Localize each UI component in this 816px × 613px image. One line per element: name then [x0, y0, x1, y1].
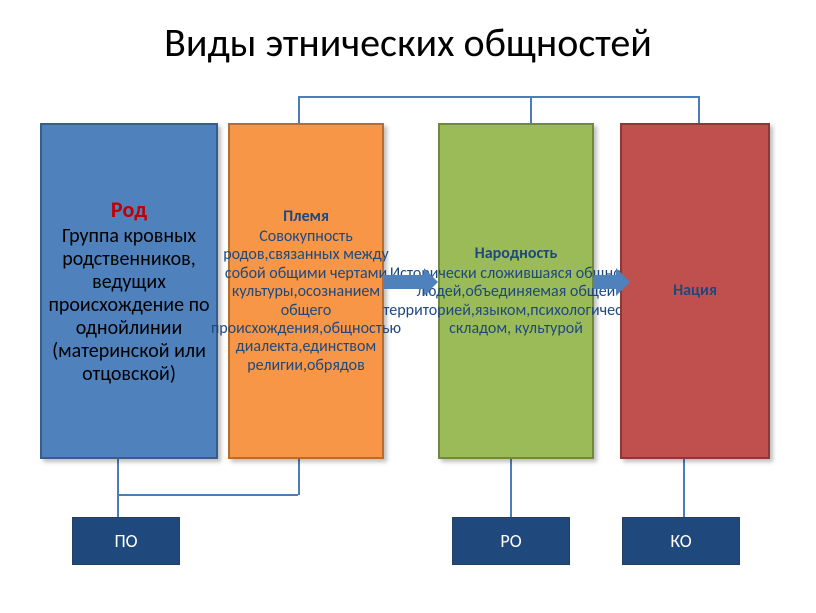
- connector-bottom-v3: [510, 459, 512, 517]
- connector-bottom-v2: [298, 459, 300, 495]
- connector-top-horizontal: [298, 96, 698, 98]
- connector-bottom-v4: [683, 459, 685, 517]
- box-plemya-body: Совокупность родов,связанных между собой…: [211, 228, 401, 375]
- box-natsiya: Нация: [620, 123, 770, 459]
- connector-top-v3: [698, 96, 700, 123]
- small-box-ko: КО: [622, 517, 740, 565]
- connector-top-v1: [298, 96, 300, 123]
- box-natsiya-title: Нация: [673, 281, 717, 300]
- box-narodnost: Народность Исторически сложившаяся общно…: [438, 123, 594, 459]
- slide-title: Виды этнических общностей: [0, 18, 816, 67]
- arrow-1-line: [384, 275, 424, 289]
- connector-bottom-h2: [117, 494, 298, 496]
- box-narodnost-title: Народность: [475, 244, 558, 263]
- arrow-2-head: [616, 268, 630, 296]
- small-box-po: ПО: [72, 517, 180, 565]
- connector-top-v2: [530, 96, 532, 123]
- arrow-2-line: [594, 275, 616, 289]
- box-plemya: Племя Совокупность родов,связанных между…: [228, 123, 384, 459]
- box-rod-body: Группа кровных родственников, ведущих пр…: [48, 225, 210, 386]
- arrow-1: [384, 268, 438, 296]
- arrow-2: [594, 268, 630, 296]
- box-plemya-title: Племя: [283, 207, 329, 226]
- box-rod: Род Группа кровных родственников, ведущи…: [40, 123, 218, 459]
- small-box-ro: РО: [452, 517, 570, 565]
- box-rod-title: Род: [111, 196, 147, 223]
- connector-bottom-v1: [117, 459, 119, 517]
- arrow-1-head: [424, 268, 438, 296]
